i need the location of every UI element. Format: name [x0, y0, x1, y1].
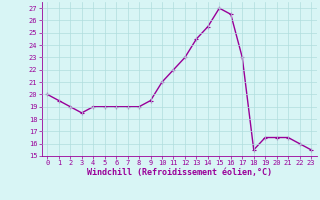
X-axis label: Windchill (Refroidissement éolien,°C): Windchill (Refroidissement éolien,°C): [87, 168, 272, 177]
